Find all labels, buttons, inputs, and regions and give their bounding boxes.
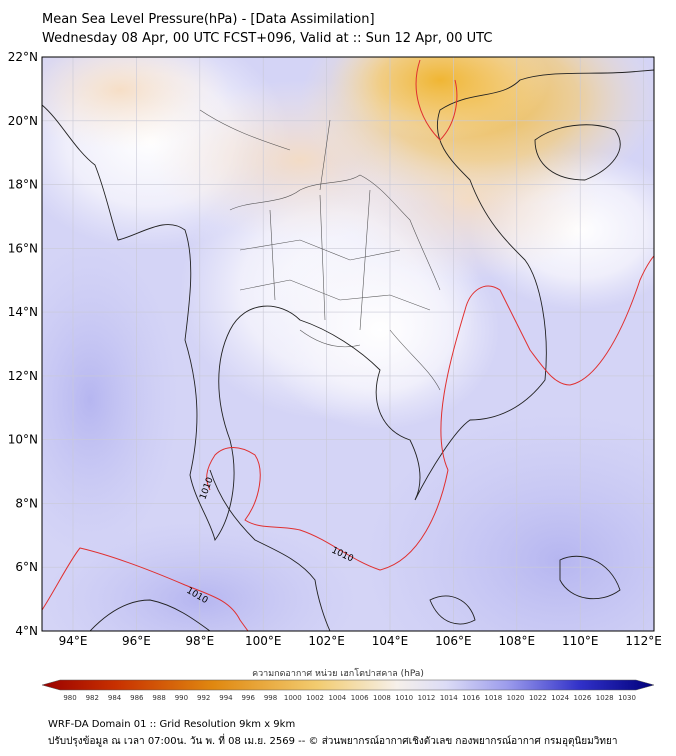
colorbar-tick: 982 [86, 694, 99, 702]
coastlines [42, 69, 654, 631]
latitude-label: 16°N [8, 241, 38, 255]
colorbar-ticks: 980 982 984 986 988 990 992 994 996 998 1000 1002 10… [63, 694, 636, 702]
colorbar-ramp [41, 679, 655, 691]
latitude-label: 14°N [8, 305, 38, 319]
isobars [42, 59, 654, 631]
longitude-labels: 94°E 96°E 98°E 100°E 102°E 104°E 106°E 108°E 110… [59, 634, 662, 648]
credit-line: ปรับปรุงข้อมูล ณ เวลา 07:00น. วัน พ. ที่… [48, 736, 618, 747]
longitude-label: 106°E [435, 634, 472, 648]
colorbar-tick: 1008 [373, 694, 391, 702]
latitude-label: 6°N [15, 560, 38, 574]
longitude-label: 108°E [499, 634, 536, 648]
colorbar-tick: 988 [152, 694, 165, 702]
colorbar-tick: 992 [197, 694, 210, 702]
colorbar-tick: 1000 [284, 694, 302, 702]
province-borders [199, 109, 441, 391]
longitude-label: 110°E [562, 634, 599, 648]
colorbar-tick: 1006 [351, 694, 369, 702]
longitude-label: 104°E [372, 634, 409, 648]
gridlines [42, 57, 654, 631]
colorbar-tick: 1010 [395, 694, 413, 702]
colorbar-tick: 994 [219, 694, 233, 702]
latitude-label: 12°N [8, 369, 38, 383]
longitude-label: 94°E [59, 634, 88, 648]
colorbar-tick: 1016 [462, 694, 480, 702]
colorbar-tick: 990 [175, 694, 188, 702]
colorbar-tick: 1028 [596, 694, 614, 702]
model-info: WRF-DA Domain 01 :: Grid Resolution 9km … [48, 719, 296, 730]
longitude-label: 102°E [308, 634, 345, 648]
map-frame [41, 56, 655, 632]
longitude-label: 98°E [185, 634, 214, 648]
latitude-label: 18°N [8, 178, 38, 192]
colorbar-tick: 986 [130, 694, 144, 702]
colorbar-tick: 1026 [574, 694, 592, 702]
latitude-labels: 22°N 20°N 18°N 16°N 14°N 12°N 10°N 8°N 6°N 4°N [8, 50, 38, 638]
map-subtitle: Wednesday 08 Apr, 00 UTC FCST+096, Valid… [42, 31, 493, 46]
colorbar-tick: 1014 [440, 694, 458, 702]
colorbar-tick: 1020 [507, 694, 525, 702]
colorbar-tick: 1024 [551, 694, 569, 702]
colorbar-tick: 1030 [618, 694, 636, 702]
colorbar-tick: 980 [63, 694, 76, 702]
pressure-field [42, 57, 654, 631]
colorbar-tick: 1012 [418, 694, 436, 702]
colorbar-tick: 984 [108, 694, 122, 702]
colorbar-tick: 998 [264, 694, 277, 702]
latitude-label: 22°N [8, 50, 38, 64]
latitude-label: 4°N [15, 624, 38, 638]
latitude-label: 8°N [15, 496, 38, 510]
longitude-label: 96°E [122, 634, 151, 648]
longitude-label: 100°E [245, 634, 282, 648]
latitude-label: 10°N [8, 433, 38, 447]
longitude-label: 112°E [625, 634, 662, 648]
colorbar-tick: 1022 [529, 694, 547, 702]
colorbar-tick: 1002 [306, 694, 324, 702]
colorbar: 980 982 984 986 988 990 992 994 996 998 1000 1002 10… [41, 679, 655, 702]
colorbar-tick: 996 [242, 694, 256, 702]
map-title: Mean Sea Level Pressure(hPa) - [Data Ass… [42, 12, 375, 27]
colorbar-tick: 1018 [484, 694, 502, 702]
latitude-label: 20°N [8, 114, 38, 128]
colorbar-label: ความกดอากาศ หน่วย เฮกโตปาสคาล (hPa) [252, 669, 424, 679]
colorbar-tick: 1004 [328, 694, 346, 702]
